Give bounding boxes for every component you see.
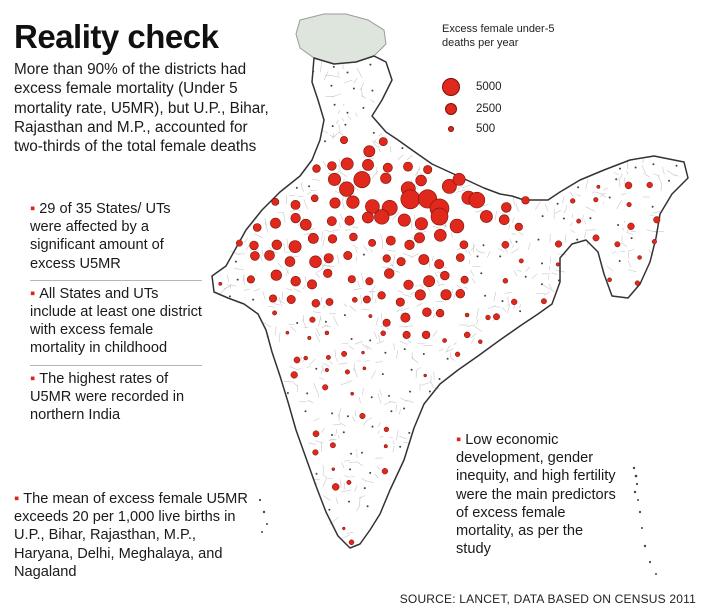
legend-label: 500 xyxy=(476,123,496,135)
predictors-note: ▪ Low economic development, gender inequi… xyxy=(450,427,626,563)
fact-item: ▪ 29 of 35 States/ UTs were affected by a… xyxy=(30,196,202,281)
headline: Reality check xyxy=(14,18,219,55)
bullet-icon: ▪ xyxy=(30,370,36,387)
legend-label: 2500 xyxy=(476,103,502,115)
legend-bubble-large xyxy=(442,78,460,96)
bullet-icon: ▪ xyxy=(30,285,36,302)
source-credit: SOURCE: LANCET, DATA BASED ON CENSUS 201… xyxy=(399,592,696,606)
district-markers xyxy=(228,63,678,511)
predictors-text: Low economic development, gender inequit… xyxy=(456,432,616,558)
legend-bubble-small xyxy=(448,126,454,132)
fact-box: ▪ 29 of 35 States/ UTs were affected by a… xyxy=(22,186,210,440)
legend-bubble-medium xyxy=(445,103,457,115)
fact-item: ▪ All States and UTs include at least one… xyxy=(30,281,202,366)
fact-text: All States and UTs include at least one … xyxy=(30,285,202,357)
bullet-icon: ▪ xyxy=(14,491,20,507)
district-boundaries xyxy=(219,60,679,539)
mean-note: ▪ The mean of excess female U5MR exceeds … xyxy=(14,490,259,582)
fact-text: 29 of 35 States/ UTs were affected by a … xyxy=(30,201,171,272)
fact-text: The highest rates of U5MR were recorded … xyxy=(30,370,185,424)
mean-note-text: The mean of excess female U5MR exceeds 2… xyxy=(14,491,248,580)
india-mainland-outline xyxy=(211,55,689,549)
excess-death-bubbles xyxy=(218,136,661,546)
lakshadweep-islands xyxy=(258,498,268,533)
legend-entry: 2500 xyxy=(430,100,540,120)
legend-title: Excess female under-5 deaths per year xyxy=(442,23,555,49)
intro-text: More than 90% of the districts had exces… xyxy=(14,61,269,156)
legend-entry: 5000 xyxy=(430,78,540,98)
legend-label: 5000 xyxy=(476,81,502,93)
bullet-icon: ▪ xyxy=(30,201,36,217)
fact-item: ▪ The highest rates of U5MR were recorded… xyxy=(30,366,202,432)
andaman-nicobar-islands xyxy=(632,466,657,575)
legend-entry: 500 xyxy=(430,120,540,140)
bullet-icon: ▪ xyxy=(456,432,462,448)
